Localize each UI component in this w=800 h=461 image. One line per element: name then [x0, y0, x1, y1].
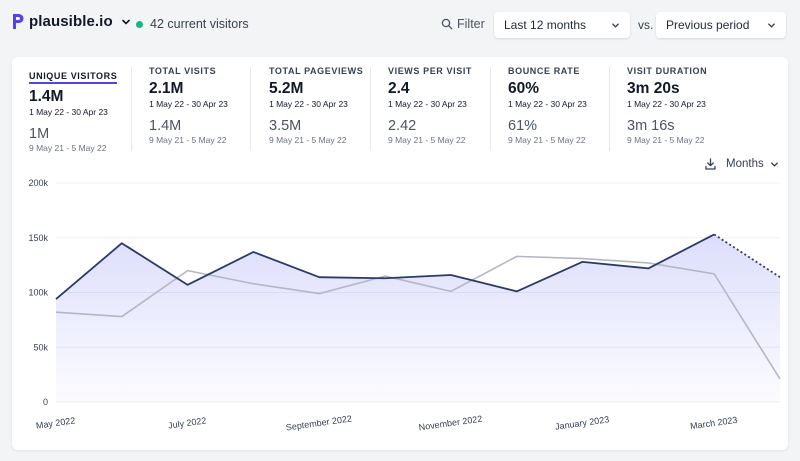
metric-value: 2.1M: [149, 80, 184, 97]
divider: [131, 67, 132, 151]
metric-prev-range: 9 May 21 - 5 May 22: [627, 135, 705, 145]
metric-prev-range: 9 May 21 - 5 May 22: [149, 135, 227, 145]
metric-label: TOTAL VISITS: [149, 66, 217, 76]
period-select[interactable]: Last 12 months: [494, 12, 630, 38]
vs-label: vs.: [638, 18, 654, 32]
metric-total-pageviews[interactable]: TOTAL PAGEVIEWS 5.2M 1 May 22 - 30 Apr 2…: [269, 66, 379, 154]
metric-label: UNIQUE VISITORS: [29, 71, 118, 84]
metric-visit-duration[interactable]: VISIT DURATION 3m 20s 1 May 22 - 30 Apr …: [627, 66, 767, 154]
metric-prev-range: 9 May 21 - 5 May 22: [29, 143, 107, 153]
interval-label: Months: [726, 158, 764, 170]
divider: [250, 67, 251, 151]
metric-prev-value: 1M: [29, 126, 50, 142]
divider: [490, 67, 491, 151]
top-bar: plausible.io 42 current visitors Filter …: [0, 0, 800, 50]
metric-label: VIEWS PER VISIT: [388, 66, 473, 76]
compare-select-value: Previous period: [666, 18, 750, 32]
chevron-down-icon: [770, 161, 778, 167]
live-dot-icon: [136, 20, 143, 28]
chevron-down-icon: [768, 23, 775, 28]
period-select-value: Last 12 months: [504, 18, 587, 32]
chevron-down-icon: [121, 19, 130, 25]
metric-prev-range: 9 May 21 - 5 May 22: [269, 135, 347, 145]
current-visitors[interactable]: 42 current visitors: [136, 17, 249, 31]
metric-prev-value: 3m 16s: [627, 118, 675, 134]
metric-value: 2.4: [388, 80, 410, 97]
site-name: plausible.io: [29, 13, 113, 30]
metric-bounce-rate[interactable]: BOUNCE RATE 60% 1 May 22 - 30 Apr 23 61%…: [508, 66, 618, 154]
current-visitors-label: 42 current visitors: [150, 17, 249, 31]
metric-prev-value: 1.4M: [149, 118, 182, 134]
metric-range: 1 May 22 - 30 Apr 23: [388, 99, 467, 109]
interval-select[interactable]: Months: [726, 158, 779, 170]
divider: [609, 67, 610, 151]
divider: [370, 67, 371, 151]
filter-label: Filter: [457, 17, 485, 31]
metric-prev-range: 9 May 21 - 5 May 22: [388, 135, 466, 145]
metric-range: 1 May 22 - 30 Apr 23: [29, 107, 108, 117]
metric-value: 3m 20s: [627, 80, 680, 97]
plausible-logo-icon: [13, 14, 24, 29]
search-icon: [441, 18, 453, 30]
chevron-down-icon: [612, 23, 619, 28]
metric-range: 1 May 22 - 30 Apr 23: [508, 99, 587, 109]
metric-prev-value: 3.5M: [269, 118, 302, 134]
metric-value: 5.2M: [269, 80, 304, 97]
metric-prev-value: 61%: [508, 118, 538, 134]
metric-value: 1.4M: [29, 88, 64, 105]
metric-label: BOUNCE RATE: [508, 66, 580, 76]
metric-prev-value: 2.42: [388, 118, 417, 134]
metric-value: 60%: [508, 80, 540, 97]
metric-label: TOTAL PAGEVIEWS: [269, 66, 364, 76]
download-icon[interactable]: [705, 158, 716, 170]
metric-range: 1 May 22 - 30 Apr 23: [149, 99, 228, 109]
metric-total-visits[interactable]: TOTAL VISITS 2.1M 1 May 22 - 30 Apr 23 1…: [149, 66, 259, 154]
stats-card: UNIQUE VISITORS 1.4M 1 May 22 - 30 Apr 2…: [12, 57, 788, 450]
metric-prev-range: 9 May 21 - 5 May 22: [508, 135, 586, 145]
compare-select[interactable]: Previous period: [656, 12, 786, 38]
metric-views-per-visit[interactable]: VIEWS PER VISIT 2.4 1 May 22 - 30 Apr 23…: [388, 66, 498, 154]
filter-button[interactable]: Filter: [441, 17, 485, 31]
metric-unique-visitors[interactable]: UNIQUE VISITORS 1.4M 1 May 22 - 30 Apr 2…: [29, 66, 139, 154]
metric-range: 1 May 22 - 30 Apr 23: [627, 99, 706, 109]
metric-label: VISIT DURATION: [627, 66, 708, 76]
site-switcher[interactable]: plausible.io: [12, 13, 131, 30]
metric-range: 1 May 22 - 30 Apr 23: [269, 99, 348, 109]
